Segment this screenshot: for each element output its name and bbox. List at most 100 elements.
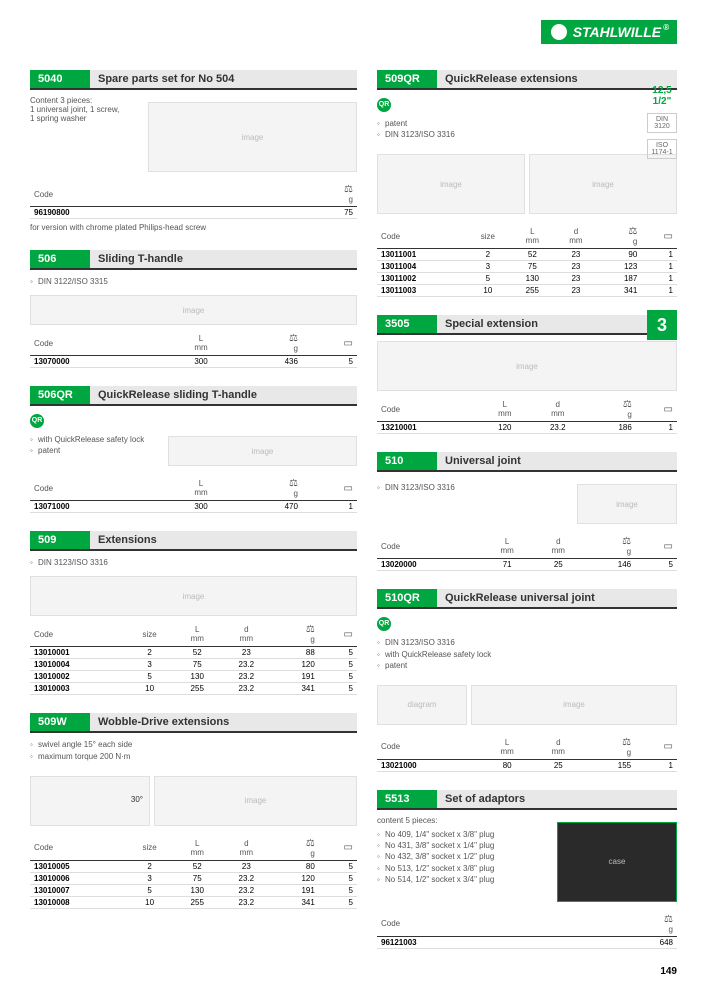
box-icon: [344, 843, 353, 852]
section-number: 509W: [30, 713, 90, 731]
table-row: 1301000125223885: [30, 647, 357, 659]
section-number: 506: [30, 250, 90, 268]
note: DIN 3122/ISO 3315: [30, 276, 357, 287]
angle-label: 30°: [131, 795, 143, 804]
note: DIN 3123/ISO 3316: [377, 482, 569, 493]
table-row: 1301100125223901: [377, 249, 677, 261]
section-title: QuickRelease extensions: [437, 70, 677, 88]
product-image: image: [30, 295, 357, 325]
product-image: image: [148, 102, 357, 172]
box-icon: [344, 484, 353, 493]
content-items: 1 universal joint, 1 screw, 1 spring was…: [30, 105, 140, 123]
section-title: Set of adaptors: [437, 790, 677, 808]
data-table: CodeLmmdmmg 1321000112023.21861: [377, 397, 677, 434]
product-image: image: [30, 576, 357, 616]
data-table: CodesizeLmmdmmg 130100052522380513010006…: [30, 836, 357, 909]
section-3505: 3505 Special extension image CodeLmmdmmg…: [377, 315, 677, 434]
weight-icon: [623, 400, 632, 409]
box-icon: [664, 232, 673, 241]
section-title: Special extension: [437, 315, 677, 333]
note: DIN 3123/ISO 3316: [377, 129, 677, 140]
section-number: 509: [30, 531, 90, 549]
section-506: 506 Sliding T-handle DIN 3122/ISO 3315 i…: [30, 250, 357, 368]
table-row: 13010007513023.21915: [30, 884, 357, 896]
weight-icon: [664, 915, 673, 924]
product-image: case: [557, 822, 677, 902]
cell-code: 96190800: [30, 207, 265, 219]
content-heading: Content 3 pieces:: [30, 96, 140, 105]
chapter-number: 3: [647, 310, 677, 340]
footnote: for version with chrome plated Philips-h…: [30, 223, 357, 232]
section-number: 510QR: [377, 589, 437, 607]
spec-iso: ISO 1174-1: [647, 139, 677, 159]
section-509qr: 509QR QuickRelease extensions QR patent …: [377, 70, 677, 297]
section-510: 510 Universal joint DIN 3123/ISO 3316 im…: [377, 452, 677, 571]
section-5513: 5513 Set of adaptors content 5 pieces: N…: [377, 790, 677, 949]
section-506qr: 506QR QuickRelease sliding T-handle QR w…: [30, 386, 357, 513]
adaptor-item: No 432, 3/8" socket x 1/2" plug: [377, 851, 549, 862]
data-table: CodeLmmg 130710003004701: [30, 476, 357, 513]
note: swivel angle 15° each side: [30, 739, 357, 750]
diagram-image: diagram: [377, 685, 467, 725]
product-image: image: [577, 484, 677, 524]
note: patent: [377, 118, 677, 129]
box-icon: [344, 339, 353, 348]
box-icon: [664, 542, 673, 551]
content-heading: content 5 pieces:: [377, 816, 549, 825]
section-title: Universal joint: [437, 452, 677, 470]
page-number: 149: [660, 966, 677, 977]
table-row: 13010002513023.21915: [30, 671, 357, 683]
section-509: 509 Extensions DIN 3123/ISO 3316 image C…: [30, 531, 357, 695]
section-title: QuickRelease sliding T-handle: [90, 386, 357, 404]
section-number: 5040: [30, 70, 90, 88]
right-column: 509QR QuickRelease extensions QR patent …: [377, 70, 677, 967]
qr-badge: QR: [377, 617, 391, 631]
data-table: CodeLmmdmmg 1302100080251551: [377, 735, 677, 772]
product-image: image: [377, 154, 525, 214]
product-image: image: [154, 776, 357, 826]
table-row: 130100081025523.23415: [30, 896, 357, 908]
section-title: Spare parts set for No 504: [90, 70, 357, 88]
note: DIN 3123/ISO 3316: [377, 637, 677, 648]
box-icon: [664, 405, 673, 414]
note: patent: [30, 445, 160, 456]
product-image: image: [377, 341, 677, 391]
weight-icon: [306, 839, 315, 848]
left-column: 5040 Spare parts set for No 504 Content …: [30, 70, 357, 967]
data-table: CodesizeLmmdmmg 130100012522388513010004…: [30, 622, 357, 695]
cell-g: 75: [265, 207, 357, 219]
note: with QuickRelease safety lock: [377, 649, 677, 660]
section-number: 506QR: [30, 386, 90, 404]
section-title: QuickRelease universal joint: [437, 589, 677, 607]
table-row: 130110025130231871: [377, 273, 677, 285]
product-image: image: [471, 685, 677, 725]
brand-text: STAHLWILLE: [573, 24, 661, 40]
box-icon: [344, 630, 353, 639]
brand-logo: STAHLWILLE: [541, 20, 677, 44]
section-title: Extensions: [90, 531, 357, 549]
section-number: 509QR: [377, 70, 437, 88]
weight-icon: [344, 185, 353, 194]
section-number: 3505: [377, 315, 437, 333]
note: maximum torque 200 N·m: [30, 751, 357, 762]
table-row: 1301000637523.21205: [30, 872, 357, 884]
qr-badge: QR: [30, 414, 44, 428]
section-title: Sliding T-handle: [90, 250, 357, 268]
weight-icon: [622, 738, 631, 747]
data-table: Codeg 9619080075: [30, 182, 357, 219]
note: patent: [377, 660, 677, 671]
section-number: 510: [377, 452, 437, 470]
adaptor-item: No 431, 3/8" socket x 1/4" plug: [377, 840, 549, 851]
adaptor-item: No 409, 1/4" socket x 3/8" plug: [377, 829, 549, 840]
weight-icon: [622, 537, 631, 546]
table-row: 1301000525223805: [30, 860, 357, 872]
qr-badge: QR: [377, 98, 391, 112]
table-row: 13011004375231231: [377, 261, 677, 273]
data-table: CodeLmmdmmg 1302000071251465: [377, 534, 677, 571]
section-title: Wobble-Drive extensions: [90, 713, 357, 731]
weight-icon: [289, 334, 298, 343]
drive-size-top: 12,5: [647, 85, 677, 96]
weight-icon: [306, 625, 315, 634]
weight-icon: [628, 227, 637, 236]
adaptor-item: No 514, 1/2" socket x 3/4" plug: [377, 874, 549, 885]
